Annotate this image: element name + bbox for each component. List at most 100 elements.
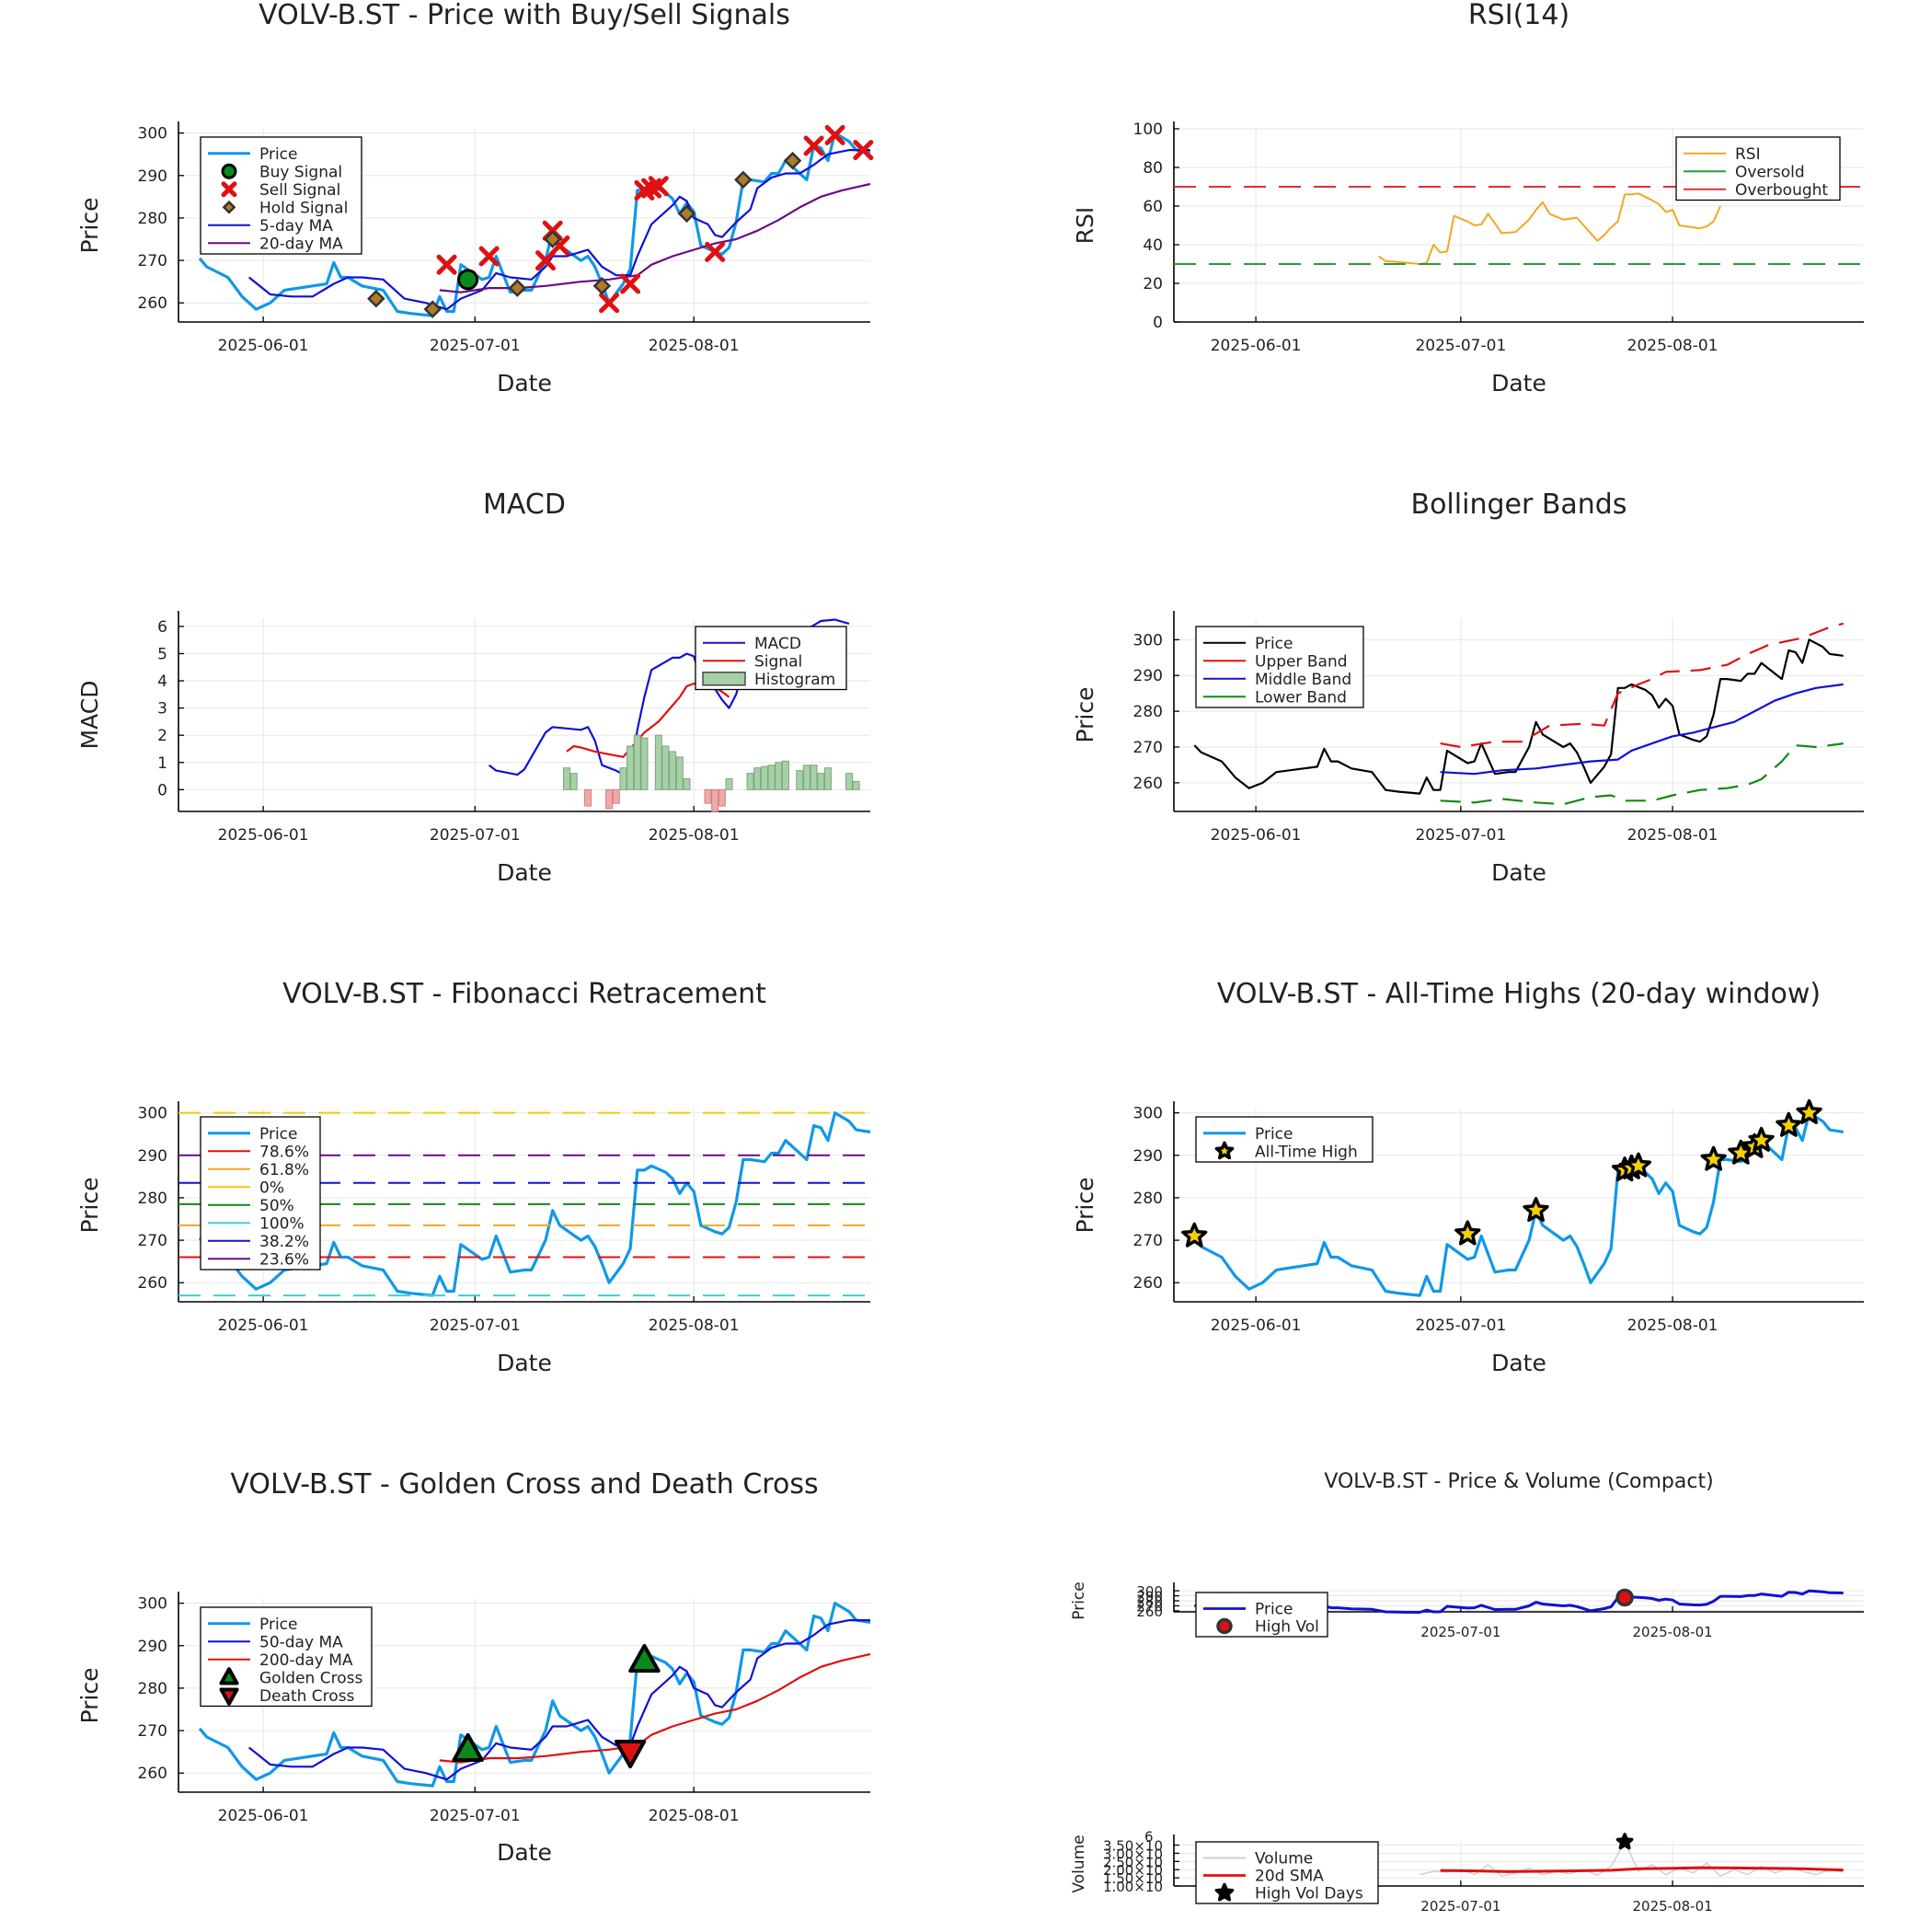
legend-label: 78.6%	[259, 1143, 309, 1161]
y-tick-label: 260	[1136, 1604, 1163, 1620]
legend-box	[1195, 626, 1364, 708]
marker-Hold Signal	[734, 170, 753, 190]
legend-label: Price	[259, 145, 297, 164]
histogram-bar	[654, 734, 662, 790]
marker-Golden Cross	[452, 1732, 484, 1763]
legend-label: Price	[259, 1616, 297, 1634]
y-tick-exponent: 6	[1144, 1829, 1154, 1846]
y-tick-label: 2	[157, 727, 167, 745]
marker-All-Time High	[1625, 1152, 1652, 1178]
chart-title: VOLV-B.ST - Price & Volume (Compact)	[1324, 1470, 1713, 1493]
series-line-50-day MA	[248, 1619, 870, 1781]
legend-label: Buy Signal	[259, 163, 342, 181]
histogram-bar	[760, 765, 768, 790]
legend-label: 0%	[259, 1179, 284, 1197]
y-tick-label: 280	[1136, 1593, 1163, 1610]
legend-label: 200-day MA	[259, 1651, 353, 1670]
marker-Death Cross	[614, 1739, 647, 1769]
y-tick-label: 280	[138, 1680, 167, 1698]
y-axis-label: Price	[76, 198, 103, 254]
marker-Hold Signal	[677, 204, 696, 224]
chart-macd: 0 1 2 3 4 5 6 2025-06-01 2025-07-01 2025-08-01 MAC…	[76, 489, 870, 886]
y-tick-label: 2.50×10	[1103, 1854, 1163, 1870]
legend-label: 20d SMA	[1255, 1868, 1324, 1886]
x-axis-label: Date	[1491, 859, 1546, 886]
x-axis-label: Date	[497, 1839, 552, 1866]
legend-label: Overbought	[1735, 181, 1828, 200]
y-tick-label: 280	[138, 1190, 167, 1208]
y-tick-label: 260	[138, 1765, 167, 1783]
marker-Buy Signal	[457, 269, 479, 291]
marker-Hold Signal	[592, 277, 612, 295]
marker-High Vol Days	[1615, 1833, 1634, 1850]
legend-label: Upper Band	[1255, 652, 1348, 671]
y-tick-label: 1.50×10	[1103, 1870, 1163, 1887]
y-tick-label: 1	[157, 754, 167, 773]
y-tick-label: 270	[138, 252, 167, 270]
x-axis-label: Date	[497, 859, 552, 886]
histogram-bar	[626, 745, 635, 790]
plot-area	[488, 618, 860, 812]
histogram-bar	[817, 773, 825, 790]
y-tick-label: 290	[1136, 1589, 1163, 1605]
chart-title: Bollinger Bands	[1411, 489, 1627, 521]
marker-Sell Signal	[599, 293, 620, 314]
y-tick-label: 290	[1133, 1147, 1163, 1166]
series-line-20d SMA	[1440, 1866, 1844, 1873]
legend-label: Sell Signal	[259, 181, 340, 200]
legend-label: Middle Band	[1255, 671, 1351, 689]
y-tick-label: 40	[1143, 236, 1163, 255]
marker-All-Time High	[1454, 1220, 1481, 1246]
marker-Golden Cross	[628, 1643, 661, 1673]
x-tick-label: 2025-06-01	[218, 337, 309, 355]
legend-marker	[221, 181, 237, 198]
histogram-bar	[775, 762, 783, 790]
x-tick-label: 2025-07-01	[1415, 337, 1506, 355]
legend-marker	[219, 1667, 239, 1685]
histogram-bar	[711, 788, 719, 812]
chart-rsi: 0 20 40 60 80 100 2025-06-01 2025-07-01 2025-08-…	[1072, 0, 1864, 397]
histogram-bar	[675, 756, 684, 790]
histogram-bar	[781, 760, 789, 790]
legend-label: Histogram	[754, 671, 835, 689]
marker-Hold Signal	[783, 151, 802, 170]
series-line-Price	[1194, 1589, 1844, 1614]
series-line-RSI	[1378, 192, 1722, 265]
legend-label: Price	[259, 1125, 297, 1144]
histogram-bar	[669, 751, 677, 790]
y-tick-label: 300	[1133, 1105, 1163, 1123]
legend-label: 5-day MA	[259, 217, 333, 236]
plot-area	[198, 1602, 870, 1788]
y-axis-label: Price	[76, 1178, 103, 1234]
legend-label: 20-day MA	[259, 235, 343, 253]
histogram-bar	[683, 778, 691, 790]
legend-label: 50-day MA	[259, 1633, 343, 1651]
legend-label: Hold Signal	[259, 199, 348, 217]
chart-signals: 260 270 280 290 300 2025-06-01 2025-07-01 2025-…	[76, 0, 874, 397]
marker-Sell Signal	[853, 140, 874, 161]
x-tick-label: 2025-08-01	[649, 337, 740, 355]
x-tick-label: 2025-06-01	[218, 1317, 309, 1335]
x-tick-label: 2025-07-01	[1420, 1898, 1500, 1915]
x-tick-label: 2025-07-01	[430, 1317, 521, 1335]
x-tick-label: 2025-06-01	[218, 826, 309, 845]
x-tick-label: 2025-07-01	[1415, 1317, 1506, 1335]
plot-area	[1193, 622, 1844, 806]
y-tick-label: 0	[157, 781, 167, 799]
histogram-bar	[802, 765, 810, 790]
legend-label: Signal	[754, 652, 802, 671]
x-tick-label: 2025-07-01	[430, 826, 521, 845]
series-line-MACD	[488, 618, 850, 776]
chart-bollinger: 260 270 280 290 300 2025-06-01 2025-07-01 2025-…	[1072, 489, 1864, 886]
marker-Sell Signal	[648, 176, 669, 197]
x-tick-label: 2025-08-01	[649, 826, 740, 845]
histogram-bar	[619, 767, 627, 790]
legend-label: Oversold	[1735, 163, 1805, 181]
